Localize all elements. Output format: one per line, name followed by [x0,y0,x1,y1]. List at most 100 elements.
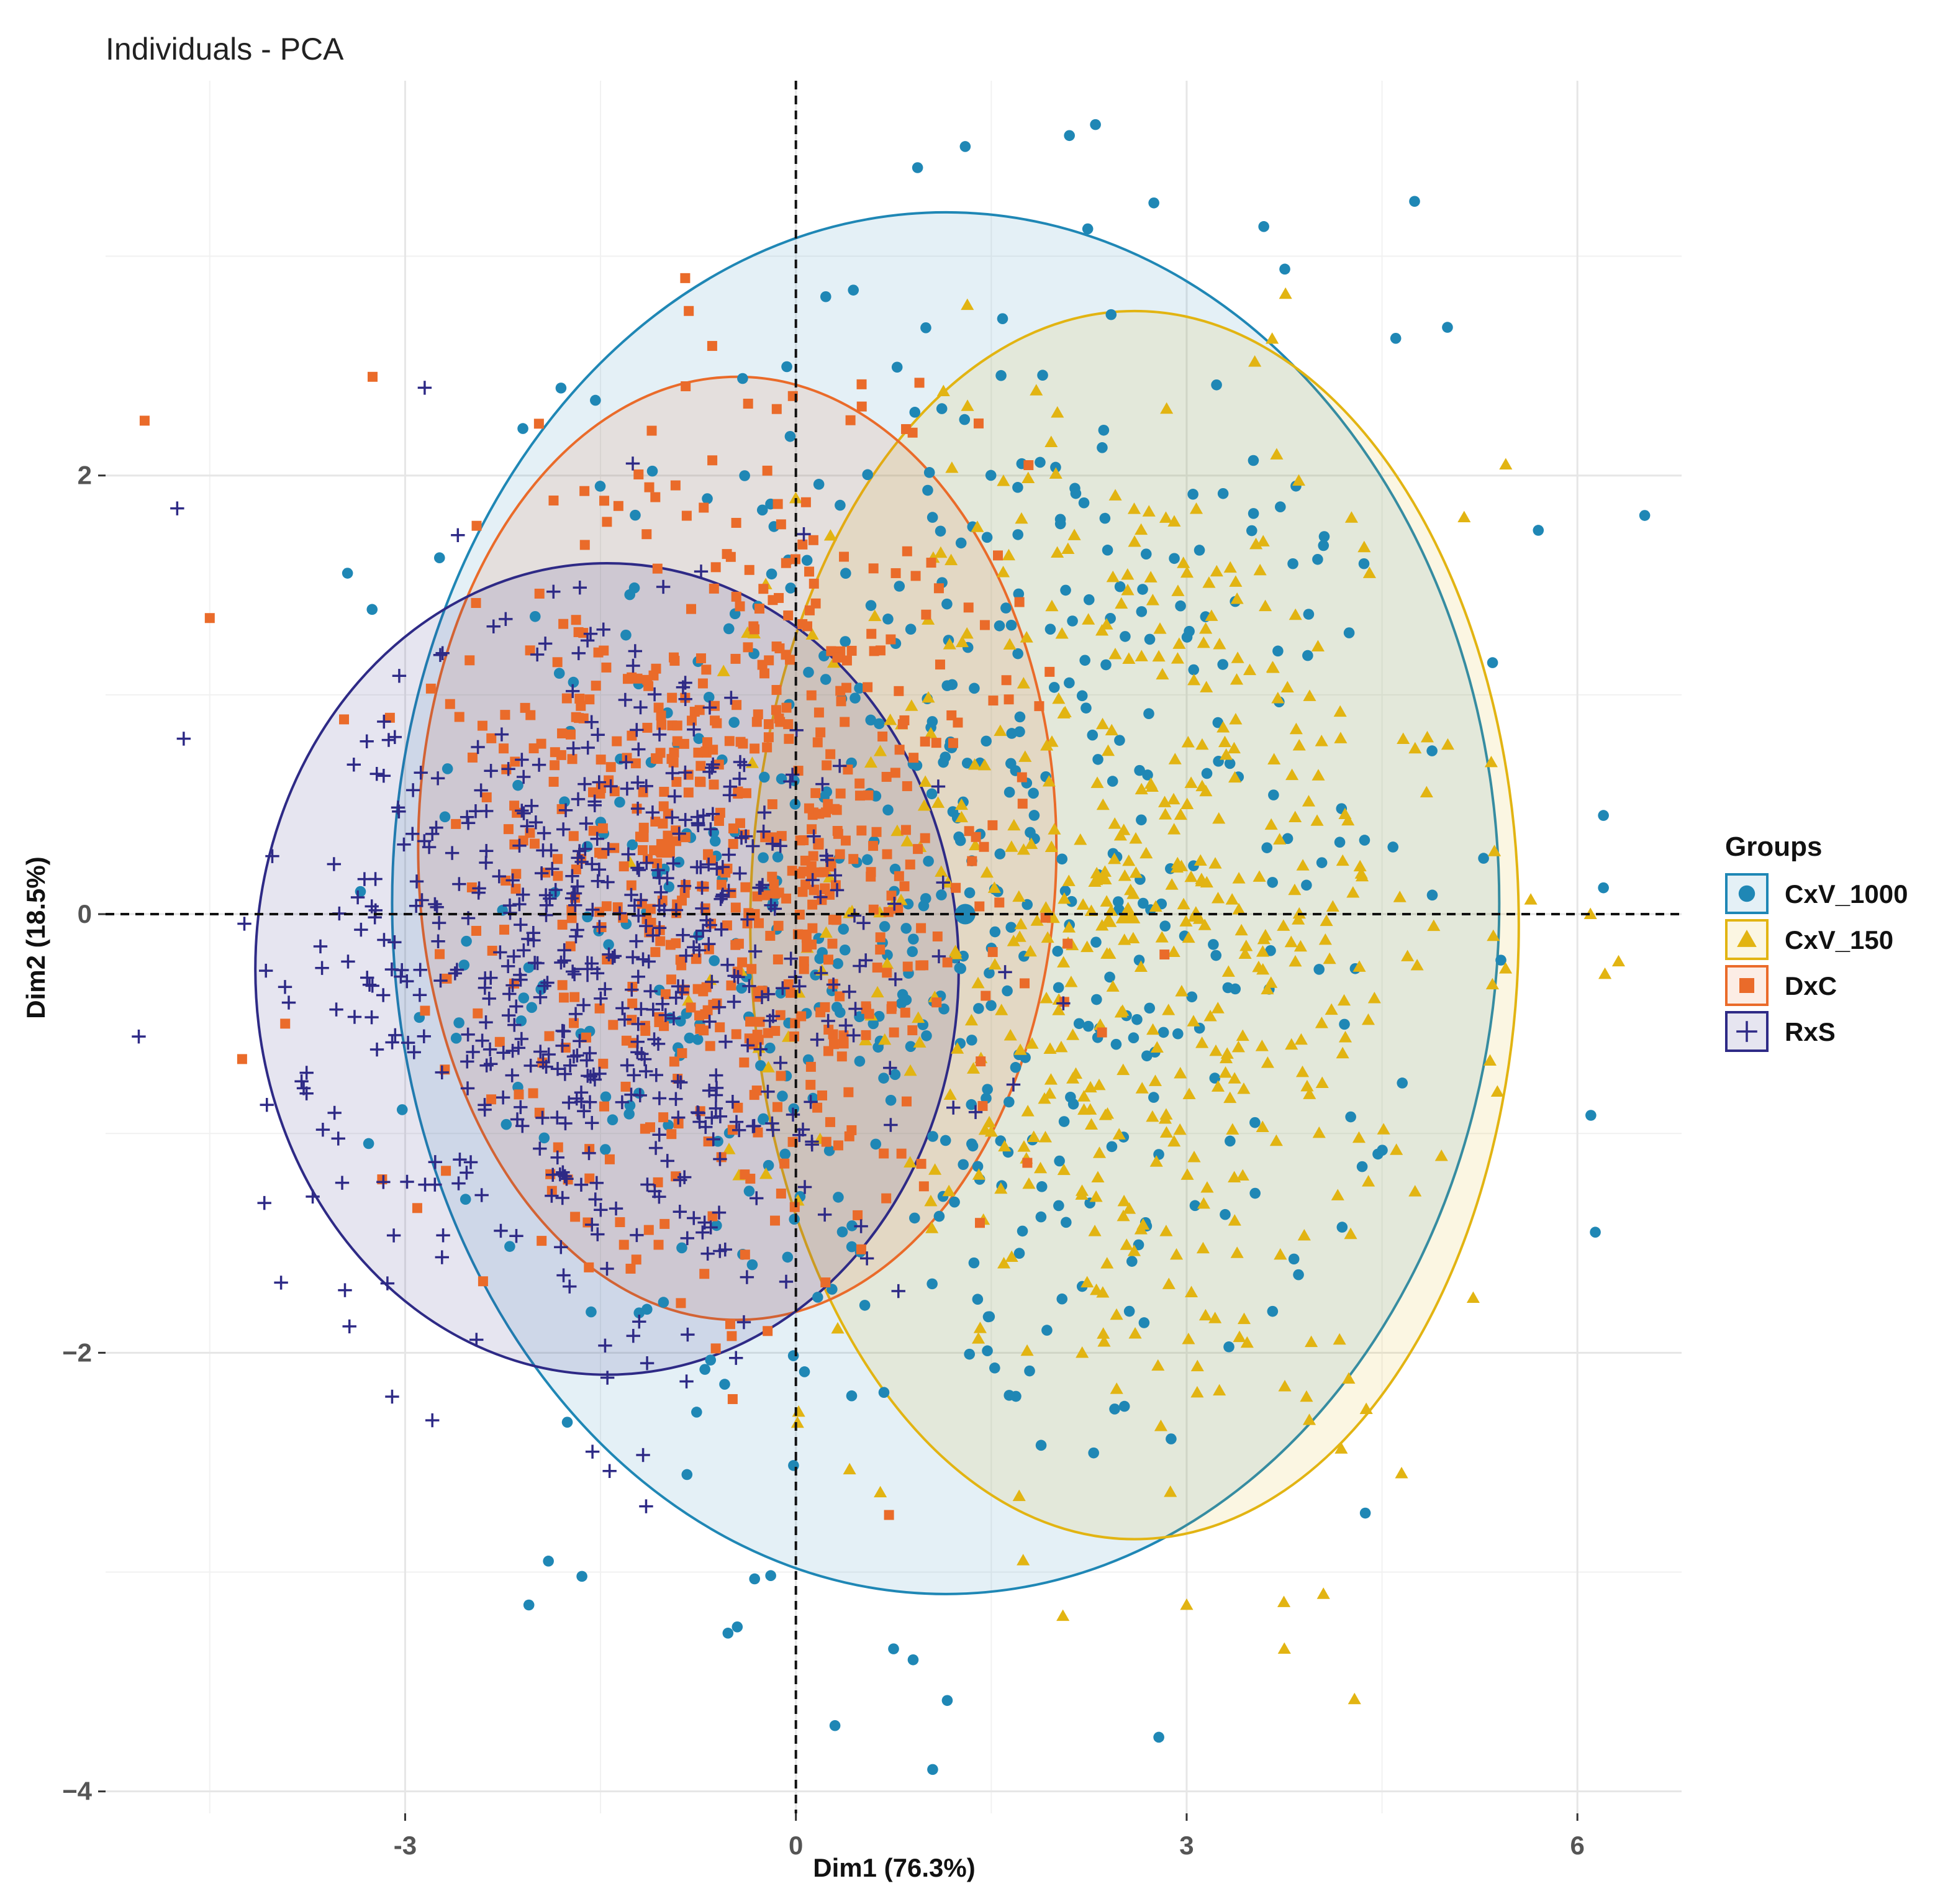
data-point [486,619,501,633]
data-point [985,469,997,481]
data-point [1106,1141,1118,1153]
data-point [1289,954,1302,967]
data-point [1229,575,1243,587]
data-point [368,910,382,925]
data-point [905,623,917,635]
data-point [1255,1040,1269,1051]
data-point [1128,1032,1139,1044]
data-point [713,1109,728,1123]
data-point [743,1185,755,1197]
data-point [723,779,738,794]
data-point [458,959,470,971]
data-point [729,1351,743,1365]
data-point [499,743,509,754]
data-point [931,997,942,1008]
data-point [257,1195,271,1210]
data-point [1149,1155,1163,1167]
data-point [451,528,465,542]
data-point [1478,853,1489,864]
data-point [951,882,961,893]
data-point [907,1025,918,1036]
data-point [599,496,610,506]
data-point [831,1321,845,1334]
data-point [681,879,691,890]
data-point-outlier [139,415,150,426]
data-point [1301,879,1312,891]
data-point [774,713,784,723]
x-axis-ticks: -3 0 3 6 [394,1813,1585,1860]
data-point [658,1008,673,1022]
data-point [1037,369,1048,381]
data-point [614,796,625,808]
data-point [626,880,636,891]
data-point [557,920,568,930]
data-point [740,1038,755,1053]
data-point [936,384,950,397]
data-point [409,874,424,889]
data-point [1209,1044,1223,1056]
data-point [1320,914,1333,927]
data-point [1253,563,1267,576]
data-point [417,834,432,848]
data-point [630,801,645,816]
data-point [681,510,692,521]
data-point [935,865,948,877]
data-point [597,848,607,859]
data-point [1030,914,1044,926]
data-point [738,738,748,749]
data-point [1017,799,1028,809]
data-point [879,921,890,932]
data-point [615,1095,630,1110]
data-point [671,1074,685,1089]
data-point [626,658,640,673]
data-point [1067,615,1078,627]
data-point [725,551,736,562]
data-point [708,745,718,755]
data-point [1049,467,1062,479]
data-point [1102,913,1115,925]
data-point [509,999,523,1013]
data-point [1237,1082,1251,1094]
data-point [846,1220,858,1231]
data-point [520,819,535,833]
data-point [1357,540,1371,553]
data-point [695,761,706,771]
data-point [1344,511,1358,523]
data-point [910,571,921,581]
data-point [1208,857,1222,869]
data-point [1272,645,1284,657]
data-point [821,1136,831,1147]
data-point [931,949,946,964]
data-point [1342,1372,1356,1384]
data-point [672,736,682,746]
data-point-outlier [523,1599,535,1611]
data-point [839,551,849,562]
data-point [1203,1009,1217,1022]
data-point [707,341,717,351]
data-point [924,727,938,739]
data-point [819,926,833,938]
data-point [571,615,581,625]
data-point [529,610,541,622]
data-point [804,1095,818,1109]
data-point [553,668,565,679]
data-point [1441,738,1455,750]
data-point [969,838,982,851]
data-point [1240,1336,1254,1348]
legend-label-RxS: RxS [1785,1017,1836,1046]
group-center-DxC [656,839,675,858]
data-point [888,972,903,987]
data-point [1136,1218,1150,1230]
data-point [844,1131,854,1141]
data-point [889,1027,899,1038]
data-point [568,676,579,688]
data-point [1338,807,1352,820]
data-point [315,1122,330,1137]
data-point [474,783,488,797]
data-point [1080,702,1092,714]
data-point [1056,1293,1068,1305]
data-point [562,1095,576,1110]
data-point [699,1120,713,1135]
data-point [571,646,586,661]
data-point [1134,960,1148,972]
